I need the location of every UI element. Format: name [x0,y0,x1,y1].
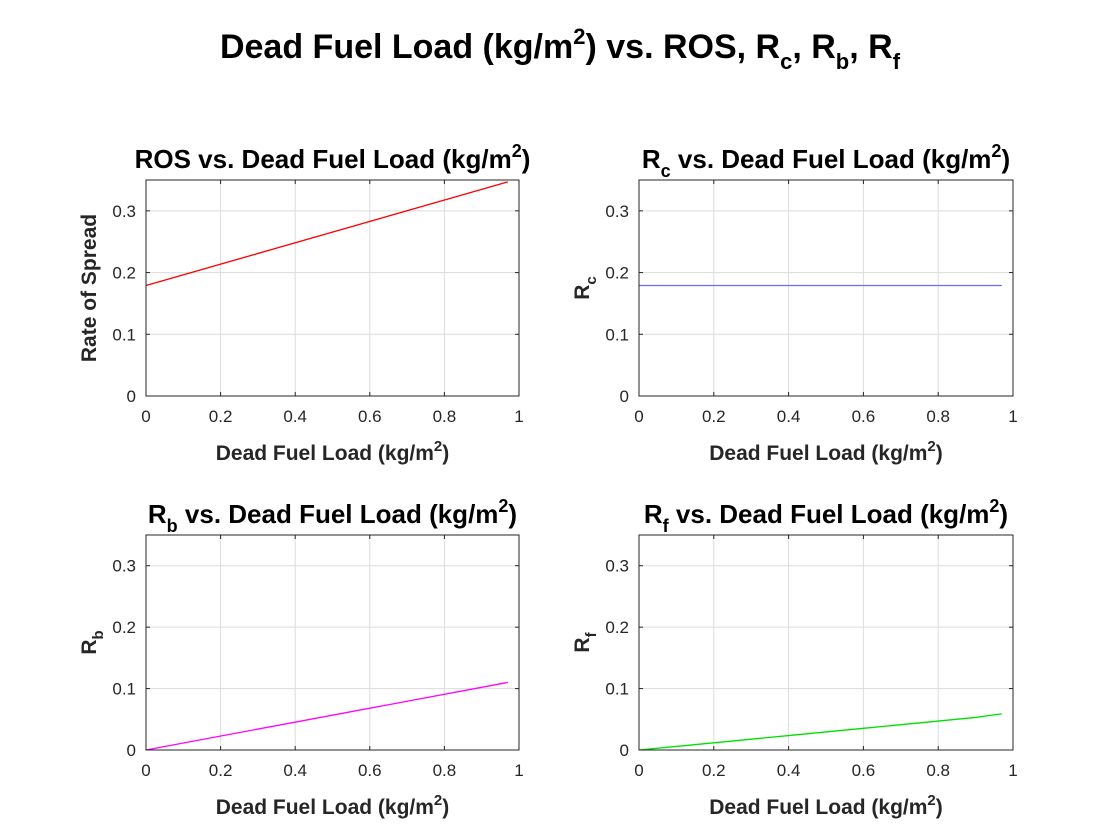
x-axis-label: Dead Fuel Load (kg/m2) [709,438,943,465]
subplot-4: 0 0.2 0.4 0.6 0.8 1 0 0.1 0.2 0.3 Rf vs. Dead Fuel… [571,496,1018,819]
y-tick-label: 0.1 [605,325,629,344]
y-axis-label: Rf [571,631,600,652]
x-tick-label: 0.4 [283,407,307,426]
y-tick-label: 0.2 [112,618,136,637]
x-tick-label: 1 [514,761,523,780]
x-tick-label: 0.6 [358,761,382,780]
subplot-3: 0 0.2 0.4 0.6 0.8 1 0 0.1 0.2 0.3 Rb vs. Dead Fuel… [78,496,524,819]
x-tick-label: 0.2 [702,761,726,780]
x-tick-label: 0.6 [852,761,876,780]
axes-box [638,179,1014,397]
subplot-title: Rb vs. Dead Fuel Load (kg/m2) [148,496,517,536]
x-tick-label: 0.8 [433,761,457,780]
x-tick-label: 1 [1008,761,1017,780]
x-tick-label: 0.2 [209,761,233,780]
y-tick-label: 0.3 [605,557,629,576]
y-tick-label: 0.1 [605,680,629,699]
axes-box [638,534,1014,751]
x-tick-label: 0.2 [702,407,726,426]
y-tick-label: 0 [620,741,629,760]
x-tick-label: 0.8 [926,761,950,780]
y-tick-label: 0.2 [112,264,136,283]
series-line [145,681,508,751]
subplot-title: ROS vs. Dead Fuel Load (kg/m2) [135,141,531,174]
x-tick-label: 1 [1008,407,1017,426]
x-tick-label: 0.4 [777,407,801,426]
y-tick-label: 0.2 [605,264,629,283]
y-axis-label: Rc [571,276,600,300]
series-line [145,181,508,287]
x-axis-label: Dead Fuel Load (kg/m2) [216,438,450,465]
y-axis-label: Rb [78,630,107,654]
x-tick-label: 0.8 [433,407,457,426]
y-tick-label: 0.3 [112,557,136,576]
series-line [638,713,1002,751]
x-axis-label: Dead Fuel Load (kg/m2) [216,792,450,819]
y-tick-label: 0 [127,387,136,406]
x-tick-label: 0.4 [777,761,801,780]
y-tick-label: 0 [620,387,629,406]
subplot-title: Rc vs. Dead Fuel Load (kg/m2) [642,141,1010,181]
x-tick-label: 0.8 [926,407,950,426]
x-tick-label: 0.6 [852,407,876,426]
plot-area [639,180,1013,396]
axes-box [145,534,520,751]
y-axis-label: Rate of Spread [78,214,101,362]
y-tick-label: 0.3 [605,202,629,221]
figure-title: Dead Fuel Load (kg/m2) vs. ROS, Rc, Rb, … [220,24,901,74]
plot-area [639,535,1013,750]
x-tick-label: 0 [634,407,643,426]
x-axis-label: Dead Fuel Load (kg/m2) [709,792,943,819]
y-tick-label: 0 [127,741,136,760]
x-tick-label: 0.2 [209,407,233,426]
y-tick-label: 0.1 [112,680,136,699]
x-tick-label: 0 [141,761,150,780]
y-tick-label: 0.2 [605,618,629,637]
x-tick-label: 1 [514,407,523,426]
x-tick-label: 0 [634,761,643,780]
x-tick-label: 0.4 [283,761,307,780]
x-tick-label: 0.6 [358,407,382,426]
y-tick-label: 0.3 [112,202,136,221]
subplot-title: Rf vs. Dead Fuel Load (kg/m2) [644,496,1008,536]
axes-box [145,179,520,397]
x-tick-label: 0 [141,407,150,426]
y-tick-label: 0.1 [112,325,136,344]
plot-area [146,180,519,396]
plot-area [146,535,519,750]
subplot-1: 0 0.2 0.4 0.6 0.8 1 0 0.1 0.2 0.3 ROS vs. Dead Fue… [78,141,530,465]
subplot-2: 0 0.2 0.4 0.6 0.8 1 0 0.1 0.2 0.3 Rc vs. Dead Fuel… [571,141,1018,465]
